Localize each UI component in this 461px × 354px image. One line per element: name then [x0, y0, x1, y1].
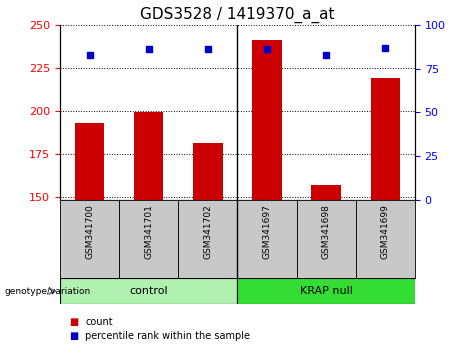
Text: GSM341697: GSM341697: [262, 204, 272, 259]
Bar: [296, 200, 356, 278]
Text: GSM341701: GSM341701: [144, 204, 153, 259]
Point: [263, 46, 271, 52]
Text: GSM341698: GSM341698: [322, 204, 331, 259]
Text: genotype/variation: genotype/variation: [5, 287, 91, 296]
Title: GDS3528 / 1419370_a_at: GDS3528 / 1419370_a_at: [140, 7, 335, 23]
Bar: [178, 200, 237, 278]
Point: [204, 46, 212, 52]
Text: GSM341699: GSM341699: [381, 204, 390, 259]
Text: GSM341702: GSM341702: [203, 204, 213, 259]
Text: count: count: [85, 317, 113, 327]
Text: ■: ■: [69, 317, 78, 327]
Bar: [237, 200, 296, 278]
Bar: [311, 184, 341, 200]
Bar: [237, 278, 415, 304]
Point: [382, 45, 389, 50]
Bar: [356, 200, 415, 278]
Text: percentile rank within the sample: percentile rank within the sample: [85, 331, 250, 341]
Point: [86, 52, 93, 57]
Bar: [371, 78, 400, 200]
Bar: [60, 200, 119, 278]
Bar: [193, 143, 223, 200]
Bar: [75, 123, 104, 200]
Bar: [252, 40, 282, 200]
Text: ■: ■: [69, 331, 78, 341]
Point: [322, 52, 330, 57]
Text: control: control: [130, 286, 168, 296]
Bar: [134, 113, 164, 200]
Bar: [60, 278, 237, 304]
Text: KRAP null: KRAP null: [300, 286, 353, 296]
Bar: [119, 200, 178, 278]
Text: GSM341700: GSM341700: [85, 204, 94, 259]
Point: [145, 46, 152, 52]
